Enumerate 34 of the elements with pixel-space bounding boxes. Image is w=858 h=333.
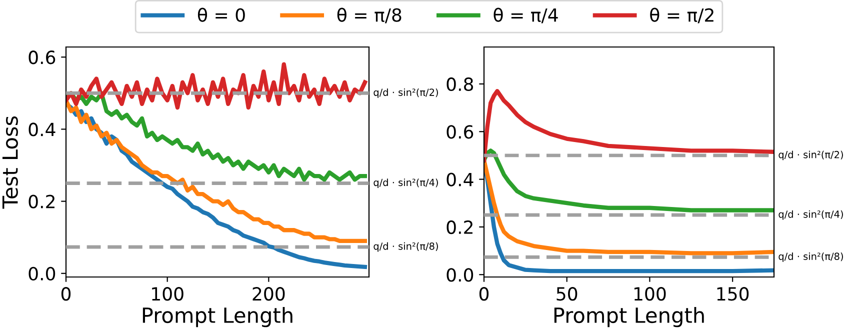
y-tick-label: 0.6	[28, 50, 56, 64]
x-tick-label: 200	[252, 287, 285, 301]
ref-line-label: q/d · sin²(π/4)	[778, 210, 843, 220]
y-tick-label: 0.2	[446, 220, 472, 234]
ref-line-label: q/d · sin²(π/2)	[374, 88, 438, 98]
line-series	[66, 91, 368, 182]
x-tick-label: 0	[479, 287, 489, 301]
legend-label: θ = π/4	[494, 8, 558, 24]
line-series	[484, 158, 774, 256]
y-tick-label: 0.4	[446, 172, 474, 186]
y-tick-label: 0.0	[446, 268, 474, 282]
y-tick-label: 0.2	[28, 194, 54, 208]
y-tick-label: 0.6	[446, 125, 474, 139]
legend-label: θ = 0	[198, 8, 245, 22]
ref-line-label: q/d · sin²(π/8)	[778, 252, 843, 262]
x-tick-label: 150	[717, 287, 749, 301]
y-tick-label: 0.8	[446, 77, 474, 92]
ref-line-label: q/d · sin²(π/2)	[778, 150, 843, 160]
legend-label: θ = π/2	[650, 8, 714, 24]
x-tick-label: 100	[634, 287, 666, 301]
line-series	[484, 148, 774, 212]
legend-label: θ = π/8	[337, 8, 402, 24]
x-tick-label: 100	[152, 287, 184, 301]
y-axis-title: Test Loss	[2, 116, 18, 209]
x-axis-title: Prompt Length	[142, 306, 292, 328]
ref-line-label: q/d · sin²(π/4)	[374, 178, 438, 188]
x-axis-title: Prompt Length	[554, 306, 704, 328]
line-series	[66, 98, 368, 244]
line-series	[484, 89, 774, 162]
x-tick-label: 50	[556, 287, 578, 301]
x-tick-label: 0	[61, 287, 71, 301]
ref-line-label: q/d · sin²(π/8)	[374, 242, 438, 252]
y-tick-label: 0.4	[28, 122, 56, 136]
y-tick-label: 0.0	[28, 266, 56, 281]
